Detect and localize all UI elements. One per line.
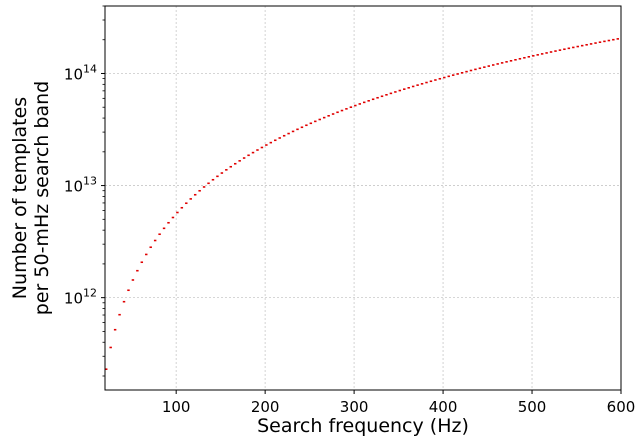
y-axis-title-line-2: per 50-mHz search band [31,81,53,315]
plot-frame [104,5,622,391]
x-tick-label: 500 [518,398,547,416]
x-tick-label: 100 [162,398,191,416]
y-tick-label: 1013 [64,175,97,196]
x-tick-label: 200 [251,398,280,416]
y-tick-label: 1012 [64,287,97,308]
x-ticks: 100 200 300 400 500 600 [162,390,635,416]
data-series [105,38,619,370]
x-tick-label: 400 [429,398,458,416]
y-tick-label: 1014 [64,62,97,83]
x-tick-label: 300 [340,398,369,416]
x-axis-title: Search frequency (Hz) [257,415,469,437]
y-ticks: 1012 1013 1014 [64,5,105,377]
grid [105,6,622,390]
x-tick-label: 600 [607,398,636,416]
y-axis-title-line-1: Number of templates [9,97,31,299]
